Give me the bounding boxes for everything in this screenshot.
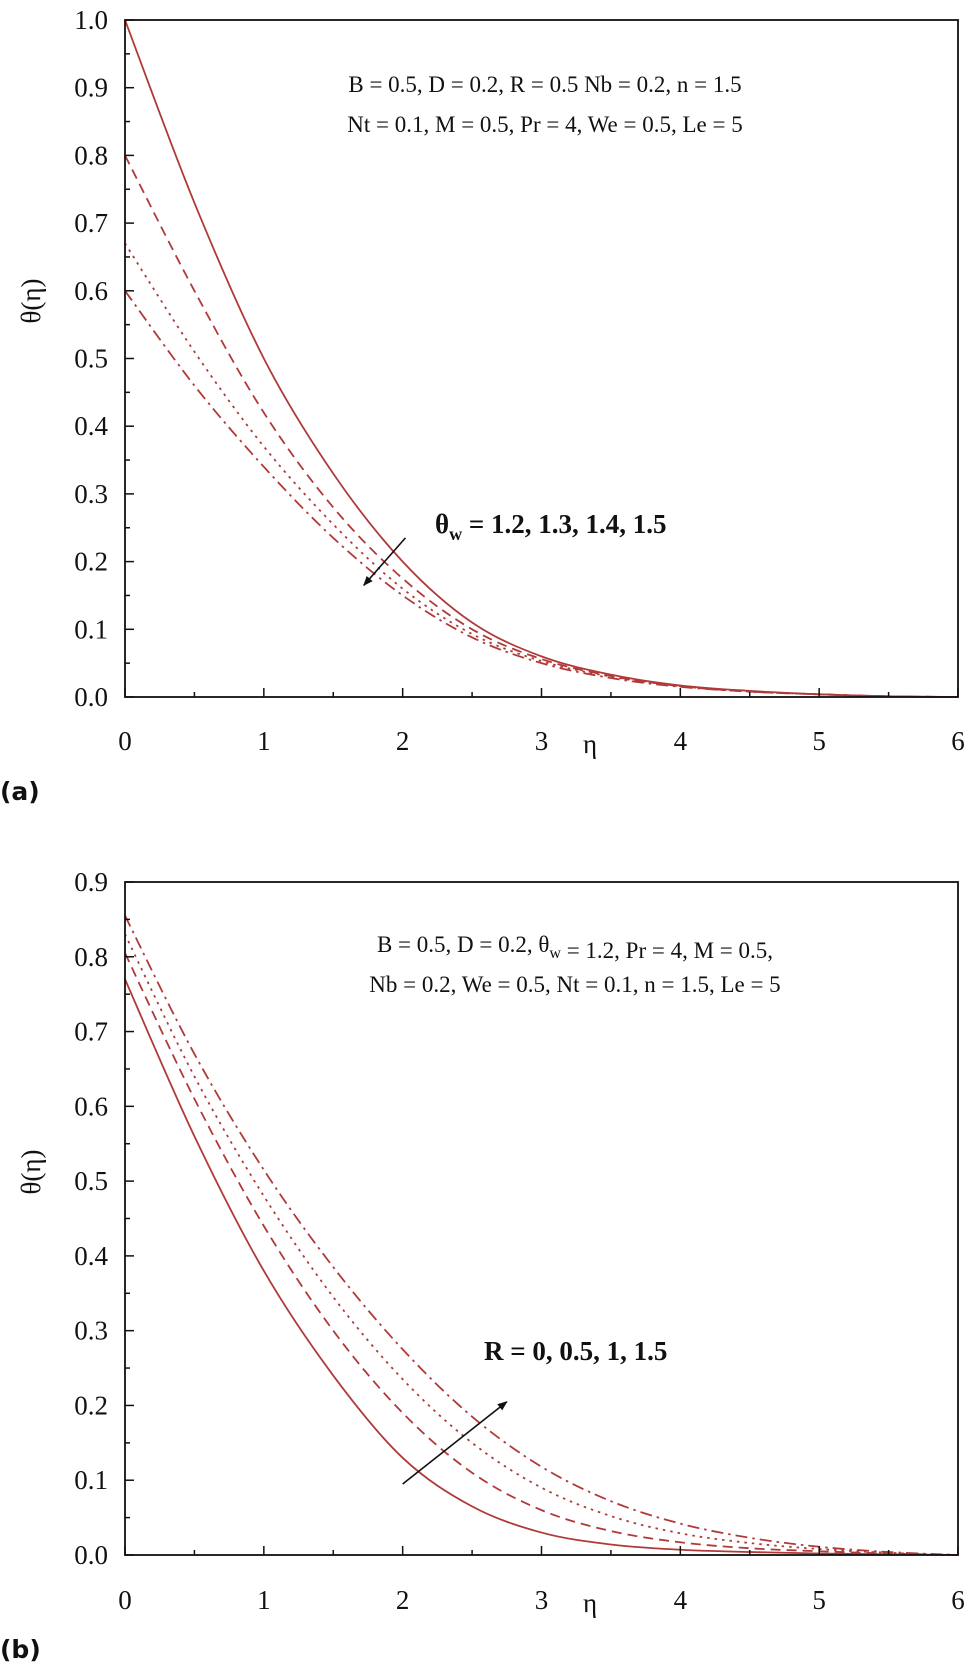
- x-tick-label: 6: [951, 726, 965, 756]
- y-tick-label: 0.2: [74, 1390, 108, 1420]
- x-tick-label: 3: [535, 726, 549, 756]
- y-tick-label: 0.1: [74, 614, 108, 644]
- y-tick-label: 0.4: [74, 1241, 108, 1271]
- x-tick-label: 2: [396, 726, 410, 756]
- y-tick-label: 0.5: [74, 1166, 108, 1196]
- y-tick-label: 0.1: [74, 1465, 108, 1495]
- text-run: B = 0.5, D = 0.2, R = 0.5 Nb = 0.2, n = …: [348, 72, 741, 97]
- x-tick-label: 5: [812, 1585, 826, 1615]
- trend-arrow: [363, 537, 407, 587]
- y-tick-label: 0.0: [74, 682, 108, 712]
- y-axis-title: θ(η): [16, 1149, 46, 1194]
- annotation-run: = 1.2, 1.3, 1.4, 1.5: [462, 509, 666, 539]
- x-tick-label: 1: [257, 726, 271, 756]
- series-line-4-dashdot: [124, 915, 959, 1556]
- parameter-annotation: θw = 1.2, 1.3, 1.4, 1.5: [435, 509, 666, 544]
- y-tick-label: 0.3: [74, 1316, 108, 1346]
- series-line-3-dotted: [124, 933, 959, 1556]
- annotation-run: R = 0, 0.5, 1, 1.5: [484, 1336, 667, 1366]
- text-run: Nb = 0.2, We = 0.5, Nt = 0.1, n = 1.5, L…: [369, 972, 780, 997]
- parameter-text-line-1: B = 0.5, D = 0.2, R = 0.5 Nb = 0.2, n = …: [348, 72, 741, 97]
- chart-panel-a: 0 1 2 3 4 5 6 0.0 0.1 0.2 0.3 0.4 0.5 0.6 0.7 0.8 0.9 1.0…: [0, 5, 965, 806]
- y-tick-label: 0.7: [74, 208, 108, 238]
- series-line-2-dashed: [124, 154, 959, 698]
- y-tick-label: 0.9: [74, 867, 108, 897]
- y-tick-label: 0.8: [74, 942, 108, 972]
- parameter-text-line-2: Nt = 0.1, M = 0.5, Pr = 4, We = 0.5, Le …: [347, 112, 742, 137]
- series-line-3-dotted: [124, 242, 959, 698]
- y-tick-label: 0.6: [74, 1091, 108, 1121]
- x-tick-label: 3: [535, 1585, 549, 1615]
- y-tick-label: 0.3: [74, 479, 108, 509]
- x-tick-label: 0: [118, 726, 132, 756]
- x-axis-title: η: [583, 1588, 597, 1618]
- series-line-4-dashdot: [124, 290, 959, 698]
- x-tick-label: 1: [257, 1585, 271, 1615]
- y-tick-label: 0.6: [74, 276, 108, 306]
- x-tick-label: 4: [674, 726, 688, 756]
- x-axis-title: η: [583, 729, 597, 759]
- y-axis-title: θ(η): [16, 278, 46, 323]
- series-line-2-dashed: [124, 952, 959, 1556]
- x-tick-label: 5: [812, 726, 826, 756]
- trend-arrow: [402, 1401, 508, 1485]
- y-tick-label: 0.8: [74, 140, 108, 170]
- parameter-text-line-1: B = 0.5, D = 0.2, θw = 1.2, Pr = 4, M = …: [377, 932, 773, 963]
- annotation-run: θ: [435, 509, 449, 539]
- y-tick-label: 0.4: [74, 411, 108, 441]
- x-tick-label: 6: [951, 1585, 965, 1615]
- panel-label: (b): [0, 1635, 41, 1664]
- x-tick-label: 2: [396, 1585, 410, 1615]
- annotation-subscript: w: [449, 524, 462, 544]
- series-line-1-solid: [124, 978, 959, 1556]
- subscript-w: w: [549, 945, 561, 962]
- y-tick-label: 0.5: [74, 344, 108, 374]
- y-tick-label: 1.0: [74, 5, 108, 35]
- y-tick-label: 0.2: [74, 547, 108, 577]
- text-run: B = 0.5, D = 0.2, θ: [377, 932, 549, 957]
- parameter-text-line-2: Nb = 0.2, We = 0.5, Nt = 0.1, n = 1.5, L…: [369, 972, 780, 997]
- y-tick-label: 0.0: [74, 1540, 108, 1570]
- x-tick-label: 4: [674, 1585, 688, 1615]
- y-tick-label: 0.9: [74, 73, 108, 103]
- text-run: Nt = 0.1, M = 0.5, Pr = 4, We = 0.5, Le …: [347, 112, 742, 137]
- panel-label: (a): [0, 777, 40, 806]
- text-run: = 1.2, Pr = 4, M = 0.5,: [561, 938, 773, 963]
- chart-panel-b: 0 1 2 3 4 5 6 0.0 0.1 0.2 0.3 0.4 0.5 0.6 0.7 0.8 0.9 η θ(…: [0, 867, 965, 1664]
- y-tick-label: 0.7: [74, 1017, 108, 1047]
- x-tick-label: 0: [118, 1585, 132, 1615]
- parameter-annotation: R = 0, 0.5, 1, 1.5: [484, 1336, 667, 1366]
